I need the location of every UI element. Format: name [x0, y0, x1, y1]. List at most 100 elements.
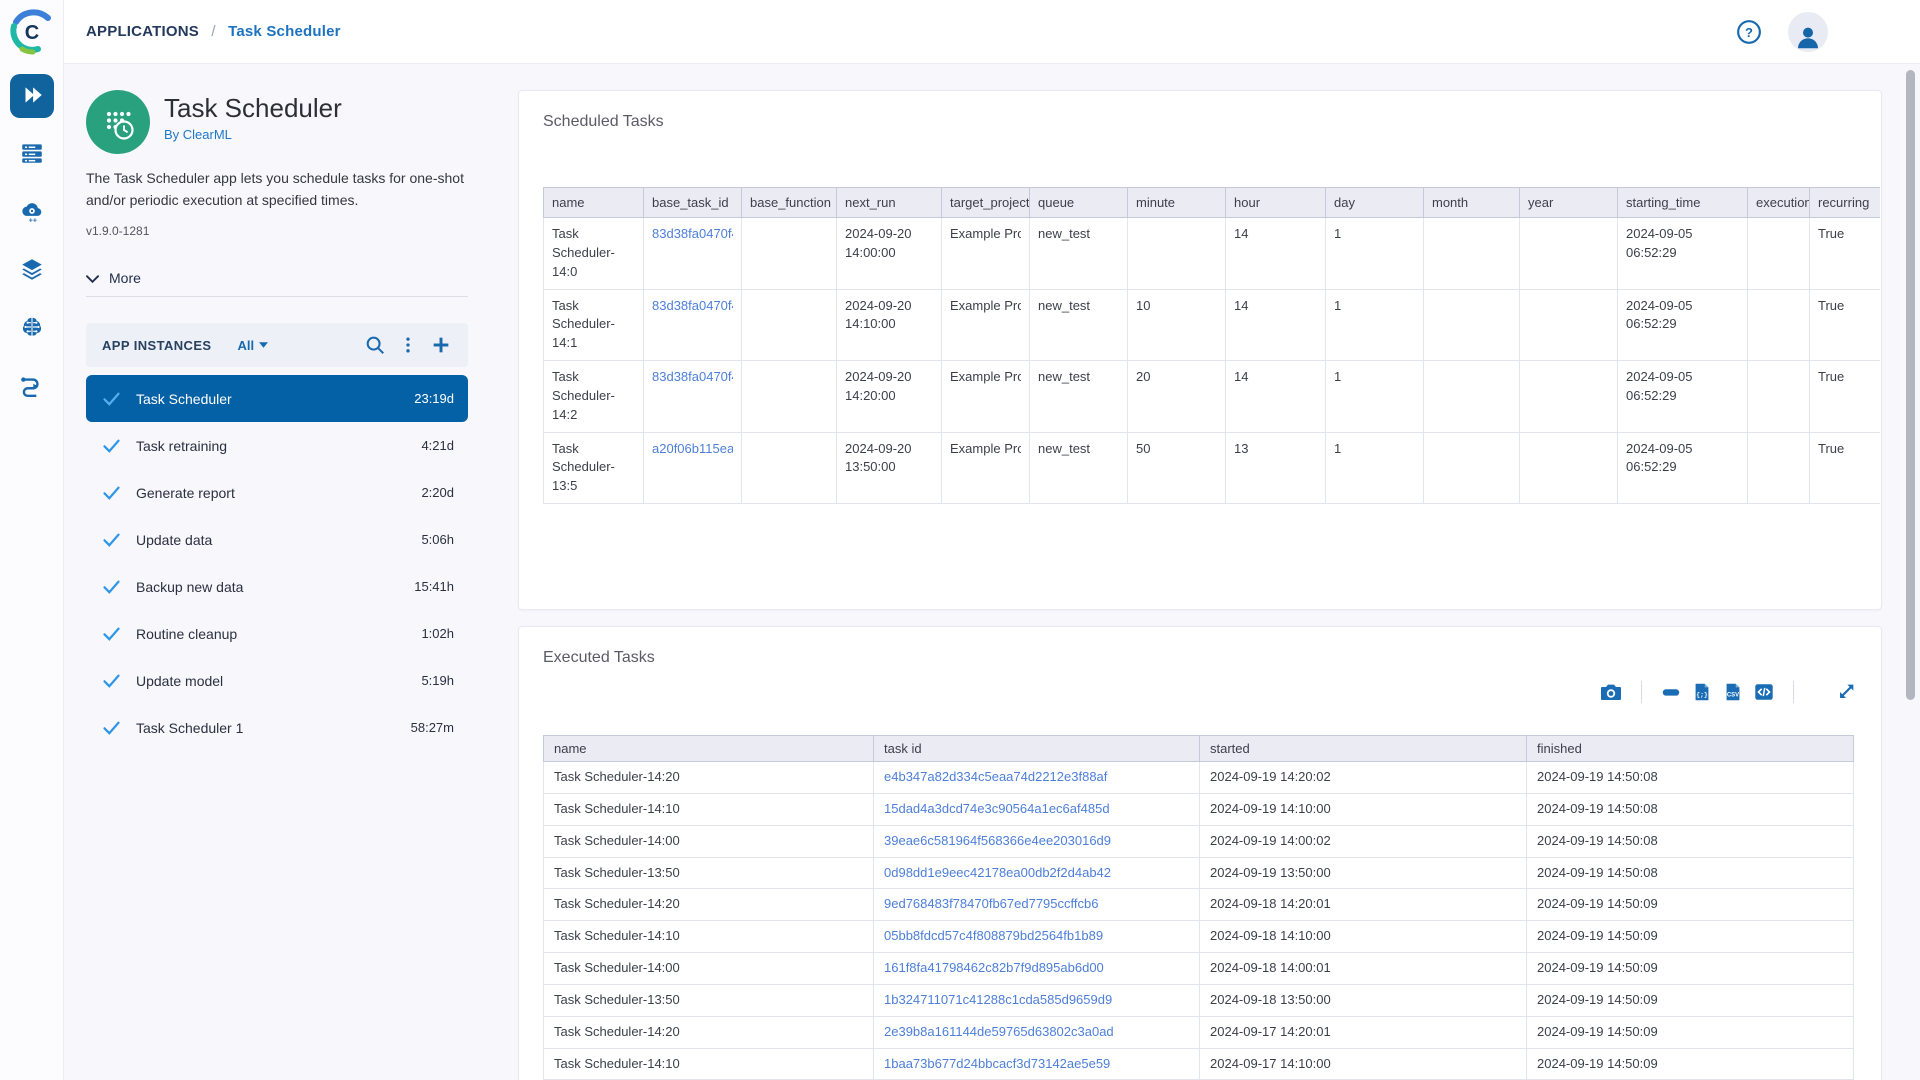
app-instance-row[interactable]: Routine cleanup 1:02h	[86, 610, 468, 657]
task-id-link[interactable]: 83d38fa0470f4	[652, 226, 733, 241]
instance-runtime: 58:27m	[410, 720, 454, 736]
task-id-link[interactable]: 1b324711071c41288c1cda585d9659d9	[884, 991, 1113, 1007]
caret-down-icon	[259, 342, 269, 349]
table-cell: 2024-09-17 14:20:01	[1210, 1023, 1331, 1039]
table-cell: True	[1818, 369, 1845, 385]
user-avatar[interactable]	[1788, 11, 1828, 52]
executed-tasks-toolbar: {;} CSV	[543, 679, 1857, 705]
instance-runtime: 23:19d	[414, 391, 454, 407]
column-header: day	[1325, 187, 1424, 218]
check-icon	[103, 533, 120, 548]
task-id-link[interactable]: 2e39b8a161144de59765d63802c3a0ad	[884, 1023, 1114, 1039]
table-cell: 2024-09-19 14:50:09	[1537, 928, 1658, 944]
toolbar-divider	[1641, 681, 1642, 703]
task-id-link[interactable]: 39eae6c581964f568366e4ee203016d9	[884, 832, 1112, 848]
json-file-icon[interactable]: {;}	[1691, 681, 1713, 703]
table-cell: 2024-09-05 06:52:29	[1626, 226, 1693, 260]
code-icon[interactable]	[1753, 681, 1775, 703]
instance-name: Task Scheduler	[136, 390, 232, 407]
rail-item-autoscalers[interactable]: ++	[10, 190, 54, 234]
column-header: starting_time	[1617, 187, 1748, 218]
instances-filter-dropdown[interactable]: All	[237, 338, 269, 353]
camera-icon[interactable]	[1599, 680, 1623, 704]
table-cell: Task Scheduler-14:2	[552, 369, 615, 422]
table-cell: 2024-09-18 14:00:01	[1210, 960, 1331, 976]
table-cell: True	[1818, 297, 1845, 313]
table-cell: 2024-09-05 06:52:29	[1626, 297, 1693, 332]
task-id-link[interactable]: 83d38fa0470f4	[652, 369, 733, 385]
task-id-link[interactable]: 83d38fa0470f4	[652, 297, 733, 313]
table-cell: Task Scheduler-14:1	[552, 297, 615, 351]
instance-name: Routine cleanup	[136, 625, 238, 642]
table-cell: 20	[1136, 369, 1151, 385]
table-row: Task Scheduler-14:0 83d38fa0470f4 2024-09-…	[543, 217, 1880, 290]
applications-icon	[19, 82, 45, 111]
rail-item-workers[interactable]	[10, 132, 54, 176]
svg-text:++: ++	[28, 217, 36, 224]
byline-link[interactable]: By ClearML	[164, 126, 232, 142]
clearml-logo-icon[interactable]: C	[8, 8, 56, 56]
task-id-link[interactable]: 161f8fa41798462c82b7f9d895ab6d00	[884, 960, 1104, 976]
column-header: queue	[1029, 187, 1128, 218]
plus-icon[interactable]	[428, 332, 454, 358]
app-version: v1.9.0-1281	[86, 224, 150, 239]
rail-item-models[interactable]	[10, 306, 54, 350]
rail-item-applications[interactable]	[9, 74, 54, 118]
svg-text:C: C	[24, 22, 38, 44]
app-instance-row[interactable]: Task retraining 4:21d	[86, 422, 468, 469]
vertical-scrollbar-thumb[interactable]	[1906, 70, 1915, 700]
instance-runtime: 4:21d	[421, 438, 454, 454]
table-cell: new_test	[1038, 297, 1091, 313]
table-cell: 2024-09-05 06:52:29	[1626, 369, 1693, 403]
app-instance-row[interactable]: Update model 5:19h	[86, 657, 468, 704]
table-cell: 83d38fa0470f4	[652, 225, 733, 244]
breadcrumb-separator: /	[211, 23, 216, 40]
table-cell: 2024-09-19 14:50:09	[1537, 991, 1658, 1007]
task-id-link[interactable]: a20f06b115ea	[652, 440, 733, 456]
app-instance-row[interactable]: Generate report 2:20d	[86, 469, 468, 516]
check-icon	[103, 674, 120, 689]
help-icon[interactable]: ?	[1736, 19, 1762, 45]
column-header: name	[543, 735, 874, 762]
table-cell: 0d98dd1e9eec42178ea00db2f2d4ab42	[884, 864, 1189, 883]
rail-item-pipelines[interactable]	[10, 364, 54, 408]
breadcrumb-applications[interactable]: APPLICATIONS	[86, 23, 199, 40]
executed-tasks-table: name task id started finished Task Scheduler…	[543, 735, 1854, 1080]
task-id-link[interactable]: 9ed768483f78470fb67ed7795ccffcb6	[884, 896, 1099, 912]
expand-icon[interactable]	[1835, 681, 1857, 703]
app-instance-row[interactable]: Task Scheduler 23:19d	[86, 375, 468, 423]
search-icon[interactable]	[362, 332, 388, 358]
rail-item-datasets[interactable]	[10, 248, 54, 292]
chevron-down-icon	[86, 270, 99, 286]
csv-file-icon[interactable]: CSV	[1722, 681, 1744, 703]
app-instance-row[interactable]: Backup new data 15:41h	[86, 563, 468, 610]
scheduled-tasks-table: name base_task_id base_function next_run tar…	[543, 187, 1880, 505]
table-cell: 2024-09-19 14:50:09	[1537, 896, 1658, 912]
task-id-link[interactable]: 1baa73b677d24bbcacf3d73142ae5e59	[884, 1055, 1111, 1071]
table-cell: 2024-09-05 06:52:29	[1626, 440, 1693, 475]
app-instance-row[interactable]: Update data 5:06h	[86, 516, 468, 563]
task-id-link[interactable]: 0d98dd1e9eec42178ea00db2f2d4ab42	[884, 864, 1112, 880]
table-row: Task Scheduler-14:20 9ed768483f78470fb67e…	[543, 888, 1854, 922]
table-cell: 1	[1334, 440, 1342, 456]
column-header: base_function	[741, 187, 837, 218]
table-cell: Example Proje	[950, 369, 1021, 385]
app-instance-row[interactable]: Task Scheduler 1 58:27m	[86, 704, 468, 751]
more-label: More	[109, 270, 141, 287]
table-cell: Task Scheduler-14:20	[554, 1023, 680, 1039]
table-cell: Task Scheduler-13:5	[552, 440, 615, 494]
more-toggle[interactable]: More	[86, 270, 141, 286]
capsule-icon[interactable]	[1660, 681, 1682, 703]
table-cell: 9ed768483f78470fb67ed7795ccffcb6	[884, 895, 1189, 914]
table-cell: 83d38fa0470f4	[652, 297, 733, 316]
task-id-link[interactable]: 15dad4a3dcd74e3c90564a1ec6af485d	[884, 800, 1110, 816]
kebab-menu-icon[interactable]	[396, 333, 420, 357]
table-row: Task Scheduler-14:2 83d38fa0470f4 2024-09-…	[543, 360, 1880, 433]
table-cell: 1b324711071c41288c1cda585d9659d9	[884, 991, 1189, 1010]
table-cell: new_test	[1038, 226, 1091, 241]
task-id-link[interactable]: e4b347a82d334c5eaa74d2212e3f88af	[884, 769, 1108, 784]
task-id-link[interactable]: 05bb8fdcd57c4f808879bd2564fb1b89	[884, 928, 1104, 944]
table-cell: 1	[1334, 226, 1342, 241]
table-cell: 2024-09-19 14:50:08	[1537, 800, 1658, 816]
